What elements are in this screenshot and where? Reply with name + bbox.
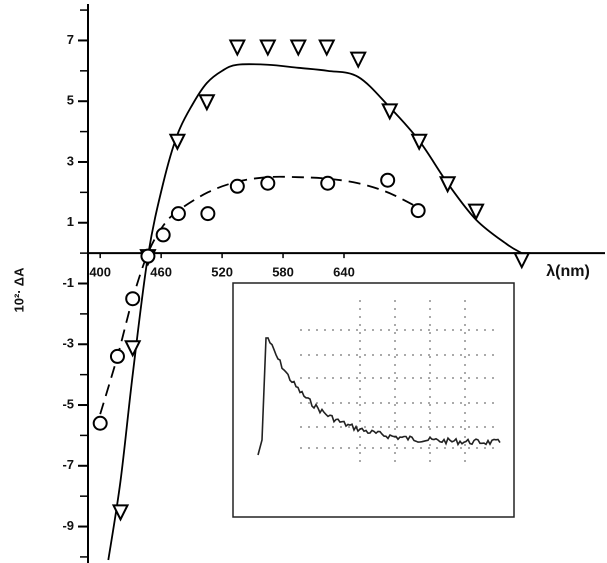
x-tick-label: 520 (211, 265, 233, 280)
inset-frame (233, 283, 514, 517)
circle-point (94, 417, 107, 430)
chart: 10²· ΔA λ(nm) 7 5 3 1 -1 -3 -5 -7 -9 400 460 520 580… (0, 0, 607, 563)
x-tick-label: 460 (150, 265, 172, 280)
triangle-point (230, 41, 244, 55)
y-axis-label: 10²· ΔA (11, 267, 26, 313)
inset (233, 283, 514, 517)
y-tick-label: -5 (62, 396, 74, 411)
x-tick-label: 640 (333, 265, 355, 280)
circle-point (261, 177, 274, 190)
triangle-point (126, 341, 140, 355)
triangle-point (200, 95, 214, 109)
triangle-point (320, 41, 334, 55)
x-tick-label: 400 (89, 265, 111, 280)
circle-point (412, 204, 425, 217)
circle-point (157, 228, 170, 241)
triangle-point (351, 53, 365, 67)
circle-point (111, 350, 124, 363)
triangle-point (469, 205, 483, 219)
y-tick-label: 3 (67, 153, 74, 168)
y-tick-label: -7 (62, 457, 74, 472)
circle-point (172, 207, 185, 220)
circle-point (381, 174, 394, 187)
y-tick-label: -9 (62, 518, 74, 533)
triangle-point (515, 253, 529, 267)
y-tick-label: 1 (67, 214, 74, 229)
y-tick-label: 5 (67, 93, 74, 108)
x-axis-label: λ(nm) (546, 263, 590, 280)
inset-trace (258, 300, 500, 465)
dashed-fit-line (100, 177, 418, 414)
y-tick-label: -1 (62, 275, 74, 290)
triangle-point (261, 41, 275, 55)
circle-point (231, 180, 244, 193)
y-tick-label: -3 (62, 336, 74, 351)
circle-point (126, 292, 139, 305)
circle-point (141, 250, 154, 263)
circle-point (201, 207, 214, 220)
x-tick-label: 580 (272, 265, 294, 280)
inset-trace-line (258, 338, 500, 455)
y-tick-label: 7 (67, 32, 74, 47)
triangle-point (291, 41, 305, 55)
circle-point (321, 177, 334, 190)
solid-fit-line (108, 64, 521, 560)
